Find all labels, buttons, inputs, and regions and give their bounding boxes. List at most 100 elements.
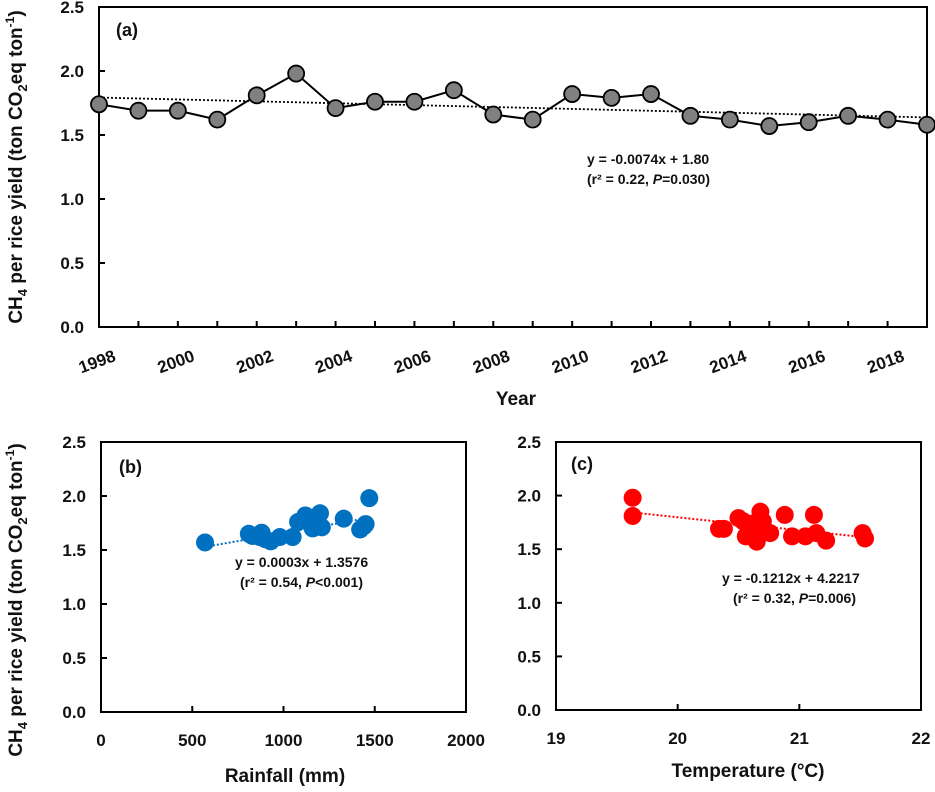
data-point [602,88,621,107]
stats-a: (r² = 0.22, P=0.030) [587,171,710,187]
y-tick-label: 2.0 [517,487,541,506]
y-axis-title-b: CH4 per rice yield (ton CO2eq ton-1) [3,443,30,756]
data-point [563,85,582,103]
x-tick-label: 2002 [234,346,276,377]
data-point [642,85,660,103]
data-point [444,81,463,100]
y-tick-label: 1.5 [517,540,541,559]
panel-c: 0.0 0.5 1.0 1.5 2.0 2.5 19 20 21 22 (c) y = -0.1… [517,433,930,782]
x-tick-label: 2006 [392,346,434,377]
x-ticks-c: 19 20 21 22 [547,704,931,748]
plot-frame-c [555,441,922,711]
x-axis-title-b: Rainfall (mm) [225,766,345,787]
data-point [523,110,542,129]
y-tick-label: 0.5 [517,647,541,666]
y-tick-label: 0.0 [517,701,541,720]
y-ticks-a: 0.0 0.5 1.0 1.5 2.0 2.5 [60,0,105,337]
data-point [283,528,302,547]
data-point [817,531,836,550]
panel-b: 0.00.51.01.52.02.5 0 500 1000 1500 2000 (b) … [3,433,485,787]
y-ticks-c: 0.0 0.5 1.0 1.5 2.0 2.5 [517,433,562,720]
panel-label-a: (a) [116,20,138,40]
y-tick-label: 2.5 [62,433,86,452]
x-tick-label: 2018 [865,346,907,377]
x-tick-label: 22 [912,729,931,748]
x-tick-label: 2008 [470,346,512,377]
y-tick-label: 0.0 [62,703,86,722]
series-points-b [196,489,379,552]
y-tick-label: 1.0 [62,595,86,614]
series-points-a [90,64,935,135]
data-point [129,101,148,120]
equation-c: y = -0.1212x + 4.2217 [722,570,860,586]
x-axis-title-a: Year [496,389,537,410]
x-tick-label: 2000 [447,731,485,750]
data-point [405,92,424,111]
data-point [918,115,935,134]
data-point [775,505,794,524]
data-point [681,106,700,125]
data-point [360,489,379,508]
x-tick-label: 500 [178,731,206,750]
y-tick-label: 0.0 [60,318,84,337]
data-point [90,95,108,114]
panel-label-c: (c) [571,454,593,474]
data-point [744,514,763,533]
x-tick-label: 1000 [265,731,303,750]
series-line [98,72,928,128]
data-point [356,515,375,534]
equation-a: y = -0.0074x + 1.80 [587,151,709,167]
data-point [168,101,187,120]
data-point [714,519,733,538]
data-point [783,527,802,546]
data-point [623,506,642,525]
y-axis-title-a: CH4 per rice yield (ton CO2eq ton-1) [3,10,30,323]
plot-frame-a [98,6,928,328]
data-point [761,524,780,543]
x-tick-label: 19 [547,729,566,748]
y-tick-label: 1.0 [60,190,84,209]
data-point [196,533,215,552]
x-tick-label: 2012 [628,346,670,377]
x-tick-label: 2000 [155,346,197,377]
y-tick-label: 0.5 [62,649,86,668]
data-point [366,92,384,111]
data-point [856,529,875,548]
x-tick-label: 2014 [707,346,750,377]
data-point [326,99,345,118]
y-tick-label: 2.5 [60,0,84,17]
y-tick-label: 2.0 [60,62,84,81]
data-point [287,64,306,83]
x-tick-label: 21 [790,729,809,748]
x-tick-label: 2010 [549,346,591,377]
data-point [760,117,779,135]
x-tick-label: 1998 [76,346,118,377]
x-ticks-a: 1998 2000 2002 2004 2006 2008 2010 2012 2014 2016… [76,321,907,377]
x-axis-title-c: Temperature (°C) [672,761,825,782]
stats-b: (r² = 0.54, P<0.001) [240,574,363,590]
y-tick-label: 1.5 [60,126,84,145]
data-point [334,509,353,528]
stats-c: (r² = 0.32, P=0.006) [733,590,856,606]
data-point [623,488,642,507]
data-point [720,110,739,129]
x-tick-label: 1500 [356,731,394,750]
x-tick-label: 2016 [786,346,828,377]
equation-b: y = 0.0003x + 1.3576 [235,554,368,570]
y-tick-label: 0.5 [60,254,84,273]
data-point [247,86,266,105]
data-point [307,510,326,529]
y-tick-label: 2.0 [62,487,86,506]
x-tick-label: 0 [96,731,105,750]
panel-label-b: (b) [119,457,142,477]
data-point [484,105,503,124]
data-point [804,505,823,524]
series-line-a [98,72,928,128]
data-point [878,110,897,129]
y-tick-label: 2.5 [517,433,541,452]
x-tick-label: 2004 [313,346,356,377]
data-point [799,113,818,132]
data-point [839,106,858,125]
x-ticks-b: 0 500 1000 1500 2000 [96,706,485,750]
